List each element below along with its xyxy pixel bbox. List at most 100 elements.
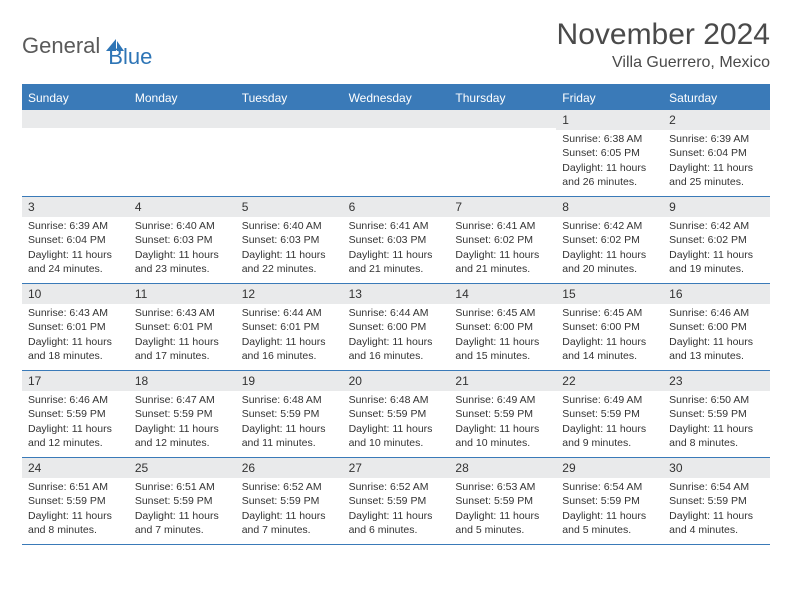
day-header: Friday (556, 86, 663, 110)
daylight-text: Daylight: 11 hours and 5 minutes. (562, 509, 657, 537)
sunrise-text: Sunrise: 6:46 AM (28, 393, 123, 407)
day-details: Sunrise: 6:40 AMSunset: 6:03 PMDaylight:… (236, 217, 343, 280)
day-cell: 28Sunrise: 6:53 AMSunset: 5:59 PMDayligh… (449, 458, 556, 544)
sunrise-text: Sunrise: 6:49 AM (562, 393, 657, 407)
location: Villa Guerrero, Mexico (557, 54, 770, 72)
sunrise-text: Sunrise: 6:42 AM (669, 219, 764, 233)
day-cell: 10Sunrise: 6:43 AMSunset: 6:01 PMDayligh… (22, 284, 129, 370)
day-number: 4 (129, 197, 236, 217)
day-number (236, 110, 343, 128)
day-cell: 30 Sunrise: 6:54 AMSunset: 5:59 PMDayligh… (663, 458, 770, 544)
sunset-text: Sunset: 6:00 PM (349, 320, 444, 334)
day-number: 8 (556, 197, 663, 217)
daylight-text: Daylight: 11 hours and 4 minutes. (669, 509, 764, 537)
daylight-text: Daylight: 11 hours and 21 minutes. (455, 248, 550, 276)
sunset-text: Sunset: 6:04 PM (28, 233, 123, 247)
sunrise-text: Sunrise: 6:53 AM (455, 480, 550, 494)
sunset-text: Sunset: 6:01 PM (135, 320, 230, 334)
day-details: Sunrise: 6:51 AMSunset: 5:59 PMDaylight:… (22, 478, 129, 541)
day-number: 20 (343, 371, 450, 391)
sunset-text: Sunset: 5:59 PM (135, 494, 230, 508)
empty-cell (449, 110, 556, 196)
week-row: 10Sunrise: 6:43 AMSunset: 6:01 PMDayligh… (22, 284, 770, 371)
day-details: Sunrise: 6:45 AMSunset: 6:00 PMDaylight:… (449, 304, 556, 367)
sunrise-text: Sunrise: 6:51 AM (28, 480, 123, 494)
day-cell: 9Sunrise: 6:42 AMSunset: 6:02 PMDaylight… (663, 197, 770, 283)
sunset-text: Sunset: 5:59 PM (562, 407, 657, 421)
sunrise-text: Sunrise: 6:41 AM (455, 219, 550, 233)
daylight-text: Daylight: 11 hours and 6 minutes. (349, 509, 444, 537)
sunset-text: Sunset: 5:59 PM (455, 494, 550, 508)
sunrise-text: Sunrise: 6:50 AM (669, 393, 764, 407)
day-number: 2 (663, 110, 770, 130)
day-details: Sunrise: 6:48 AMSunset: 5:59 PMDaylight:… (343, 391, 450, 454)
day-number: 27 (343, 458, 450, 478)
sunset-text: Sunset: 6:00 PM (669, 320, 764, 334)
day-number: 18 (129, 371, 236, 391)
day-details: Sunrise: 6:42 AMSunset: 6:02 PMDaylight:… (663, 217, 770, 280)
day-details: Sunrise: 6:40 AMSunset: 6:03 PMDaylight:… (129, 217, 236, 280)
sunrise-text: Sunrise: 6:52 AM (242, 480, 337, 494)
day-number: 16 (663, 284, 770, 304)
sunrise-text: Sunrise: 6:54 AM (669, 480, 764, 494)
day-number: 5 (236, 197, 343, 217)
empty-cell (129, 110, 236, 196)
day-header: Wednesday (343, 86, 450, 110)
daylight-text: Daylight: 11 hours and 24 minutes. (28, 248, 123, 276)
sunset-text: Sunset: 5:59 PM (242, 407, 337, 421)
day-number: 30 (663, 458, 770, 478)
day-number: 22 (556, 371, 663, 391)
day-details: Sunrise: 6:52 AMSunset: 5:59 PMDaylight:… (236, 478, 343, 541)
sunrise-text: Sunrise: 6:47 AM (135, 393, 230, 407)
sunset-text: Sunset: 5:59 PM (135, 407, 230, 421)
daylight-text: Daylight: 11 hours and 9 minutes. (562, 422, 657, 450)
day-number: 25 (129, 458, 236, 478)
sunrise-text: Sunrise: 6:43 AM (135, 306, 230, 320)
day-number: 13 (343, 284, 450, 304)
daylight-text: Daylight: 11 hours and 7 minutes. (242, 509, 337, 537)
daylight-text: Daylight: 11 hours and 16 minutes. (349, 335, 444, 363)
day-number: 3 (22, 197, 129, 217)
day-number: 17 (22, 371, 129, 391)
day-details: Sunrise: 6:39 AMSunset: 6:04 PMDaylight:… (663, 130, 770, 193)
daylight-text: Daylight: 11 hours and 10 minutes. (349, 422, 444, 450)
day-details: Sunrise: 6:49 AMSunset: 5:59 PMDaylight:… (556, 391, 663, 454)
daylight-text: Daylight: 11 hours and 7 minutes. (135, 509, 230, 537)
daylight-text: Daylight: 11 hours and 25 minutes. (669, 161, 764, 189)
header: General Blue November 2024 Villa Guerrer… (22, 18, 770, 72)
sunrise-text: Sunrise: 6:51 AM (135, 480, 230, 494)
day-header: Monday (129, 86, 236, 110)
sunrise-text: Sunrise: 6:38 AM (562, 132, 657, 146)
sunrise-text: Sunrise: 6:40 AM (242, 219, 337, 233)
day-details: Sunrise: 6:46 AMSunset: 6:00 PMDaylight:… (663, 304, 770, 367)
daylight-text: Daylight: 11 hours and 13 minutes. (669, 335, 764, 363)
sunrise-text: Sunrise: 6:45 AM (455, 306, 550, 320)
day-details: Sunrise: 6:49 AMSunset: 5:59 PMDaylight:… (449, 391, 556, 454)
day-cell: 27Sunrise: 6:52 AMSunset: 5:59 PMDayligh… (343, 458, 450, 544)
sunset-text: Sunset: 5:59 PM (669, 494, 764, 508)
sunset-text: Sunset: 6:02 PM (455, 233, 550, 247)
week-row: 3Sunrise: 6:39 AMSunset: 6:04 PMDaylight… (22, 197, 770, 284)
logo: General Blue (22, 22, 152, 70)
day-details: Sunrise: 6:51 AMSunset: 5:59 PMDaylight:… (129, 478, 236, 541)
sunrise-text: Sunrise: 6:41 AM (349, 219, 444, 233)
day-number (22, 110, 129, 128)
sunset-text: Sunset: 6:01 PM (28, 320, 123, 334)
day-details: Sunrise: 6:39 AMSunset: 6:04 PMDaylight:… (22, 217, 129, 280)
day-header: Tuesday (236, 86, 343, 110)
daylight-text: Daylight: 11 hours and 26 minutes. (562, 161, 657, 189)
day-number: 23 (663, 371, 770, 391)
day-cell: 14Sunrise: 6:45 AMSunset: 6:00 PMDayligh… (449, 284, 556, 370)
week-row: 24Sunrise: 6:51 AMSunset: 5:59 PMDayligh… (22, 458, 770, 545)
day-cell: 15Sunrise: 6:45 AMSunset: 6:00 PMDayligh… (556, 284, 663, 370)
day-cell: 12Sunrise: 6:44 AMSunset: 6:01 PMDayligh… (236, 284, 343, 370)
day-cell: 6Sunrise: 6:41 AMSunset: 6:03 PMDaylight… (343, 197, 450, 283)
daylight-text: Daylight: 11 hours and 5 minutes. (455, 509, 550, 537)
daylight-text: Daylight: 11 hours and 19 minutes. (669, 248, 764, 276)
day-cell: 25Sunrise: 6:51 AMSunset: 5:59 PMDayligh… (129, 458, 236, 544)
sunrise-text: Sunrise: 6:39 AM (28, 219, 123, 233)
day-header: Sunday (22, 86, 129, 110)
daylight-text: Daylight: 11 hours and 8 minutes. (669, 422, 764, 450)
sunrise-text: Sunrise: 6:39 AM (669, 132, 764, 146)
day-details: Sunrise: 6:50 AMSunset: 5:59 PMDaylight:… (663, 391, 770, 454)
